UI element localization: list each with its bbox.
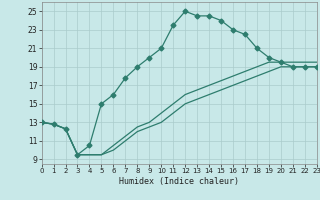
X-axis label: Humidex (Indice chaleur): Humidex (Indice chaleur) [119, 177, 239, 186]
